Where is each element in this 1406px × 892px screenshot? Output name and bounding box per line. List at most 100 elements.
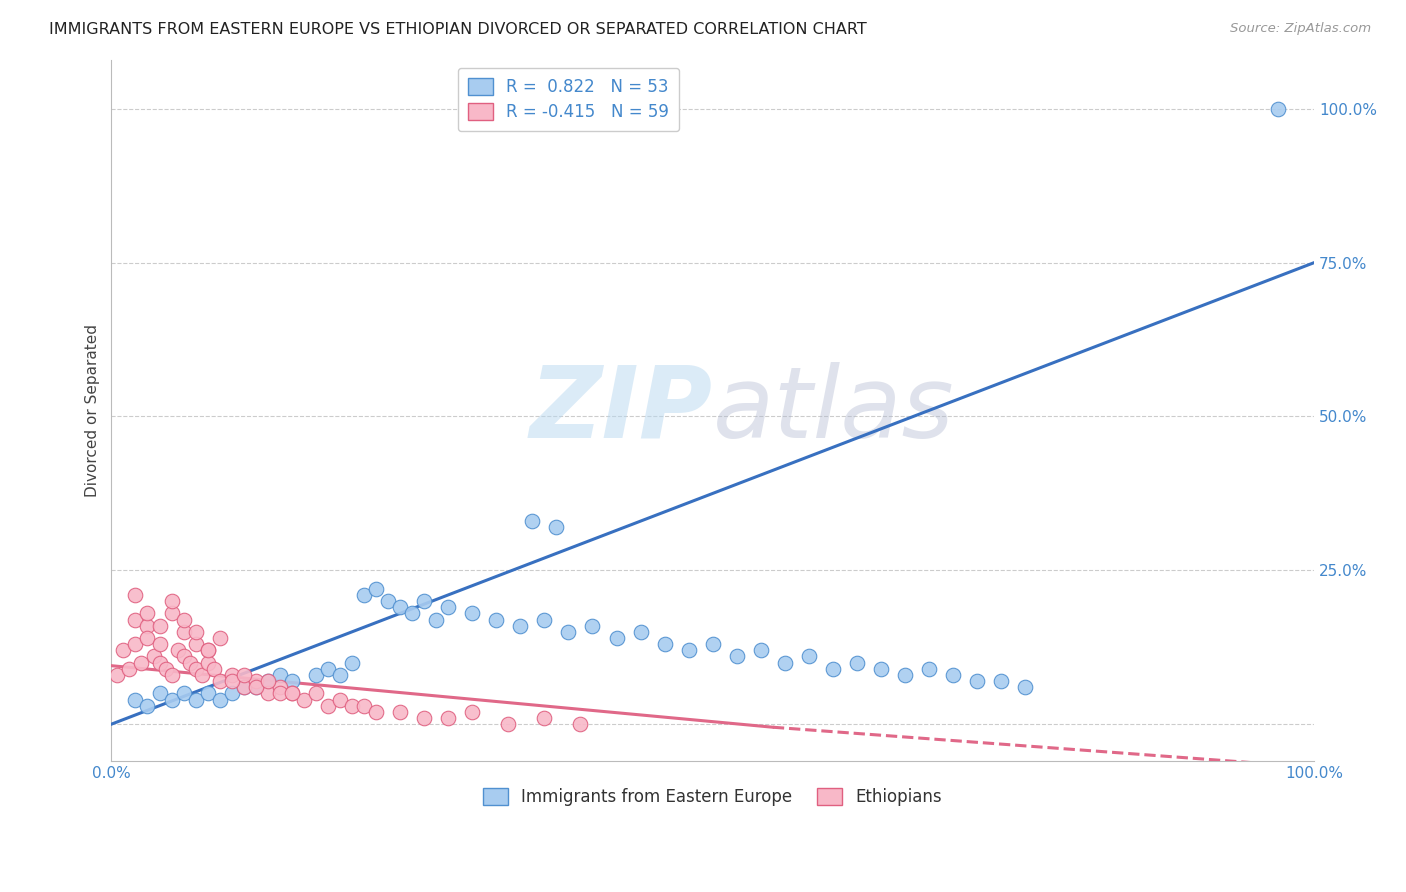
Point — [569, 717, 592, 731]
Point — [136, 631, 159, 645]
Point — [340, 656, 363, 670]
Point — [990, 674, 1012, 689]
Point — [316, 662, 339, 676]
Point — [184, 692, 207, 706]
Point — [749, 643, 772, 657]
Point — [190, 668, 212, 682]
Point — [197, 643, 219, 657]
Point — [245, 680, 267, 694]
Point — [821, 662, 844, 676]
Point — [148, 618, 170, 632]
Point — [340, 698, 363, 713]
Point — [281, 686, 304, 700]
Point — [148, 686, 170, 700]
Point — [232, 668, 254, 682]
Point — [256, 686, 278, 700]
Point — [281, 674, 304, 689]
Text: Source: ZipAtlas.com: Source: ZipAtlas.com — [1230, 22, 1371, 36]
Point — [208, 692, 231, 706]
Point — [269, 680, 291, 694]
Point — [160, 692, 183, 706]
Point — [364, 705, 387, 719]
Point — [124, 637, 146, 651]
Point — [437, 600, 460, 615]
Point — [364, 582, 387, 596]
Point — [124, 613, 146, 627]
Point — [245, 674, 267, 689]
Point — [166, 643, 188, 657]
Point — [870, 662, 893, 676]
Text: ZIP: ZIP — [530, 362, 713, 458]
Point — [702, 637, 724, 651]
Point — [581, 618, 603, 632]
Point — [256, 674, 278, 689]
Point — [179, 656, 201, 670]
Point — [413, 711, 436, 725]
Point — [522, 514, 544, 528]
Point — [353, 698, 375, 713]
Point — [221, 686, 243, 700]
Point — [197, 656, 219, 670]
Point — [112, 643, 135, 657]
Point — [208, 674, 231, 689]
Point — [966, 674, 988, 689]
Point — [797, 649, 820, 664]
Point — [533, 711, 555, 725]
Point — [136, 698, 159, 713]
Point — [461, 705, 484, 719]
Point — [124, 692, 146, 706]
Point — [124, 588, 146, 602]
Point — [197, 686, 219, 700]
Point — [305, 668, 328, 682]
Point — [1267, 102, 1289, 116]
Point — [256, 674, 278, 689]
Point — [184, 637, 207, 651]
Point — [221, 668, 243, 682]
Point — [155, 662, 177, 676]
Point — [316, 698, 339, 713]
Point — [606, 631, 628, 645]
Point — [389, 600, 412, 615]
Point — [305, 686, 328, 700]
Point — [184, 662, 207, 676]
Point — [269, 668, 291, 682]
Point — [148, 656, 170, 670]
Point — [232, 680, 254, 694]
Point — [160, 668, 183, 682]
Point — [269, 686, 291, 700]
Point — [725, 649, 748, 664]
Point — [353, 588, 375, 602]
Point — [630, 624, 652, 639]
Text: atlas: atlas — [713, 362, 955, 458]
Point — [142, 649, 165, 664]
Point — [232, 680, 254, 694]
Point — [401, 607, 423, 621]
Point — [173, 624, 195, 639]
Point — [546, 520, 568, 534]
Point — [425, 613, 447, 627]
Point — [118, 662, 141, 676]
Point — [160, 607, 183, 621]
Point — [197, 643, 219, 657]
Point — [894, 668, 917, 682]
Point — [437, 711, 460, 725]
Point — [498, 717, 520, 731]
Point — [202, 662, 225, 676]
Legend: Immigrants from Eastern Europe, Ethiopians: Immigrants from Eastern Europe, Ethiopia… — [472, 778, 952, 816]
Point — [1014, 680, 1036, 694]
Point — [107, 668, 129, 682]
Point — [221, 674, 243, 689]
Point — [281, 686, 304, 700]
Point — [509, 618, 531, 632]
Point — [245, 680, 267, 694]
Point — [136, 618, 159, 632]
Point — [654, 637, 676, 651]
Point — [208, 631, 231, 645]
Point — [136, 607, 159, 621]
Point — [148, 637, 170, 651]
Point — [329, 692, 352, 706]
Point — [413, 594, 436, 608]
Point — [678, 643, 700, 657]
Point — [942, 668, 965, 682]
Point — [329, 668, 352, 682]
